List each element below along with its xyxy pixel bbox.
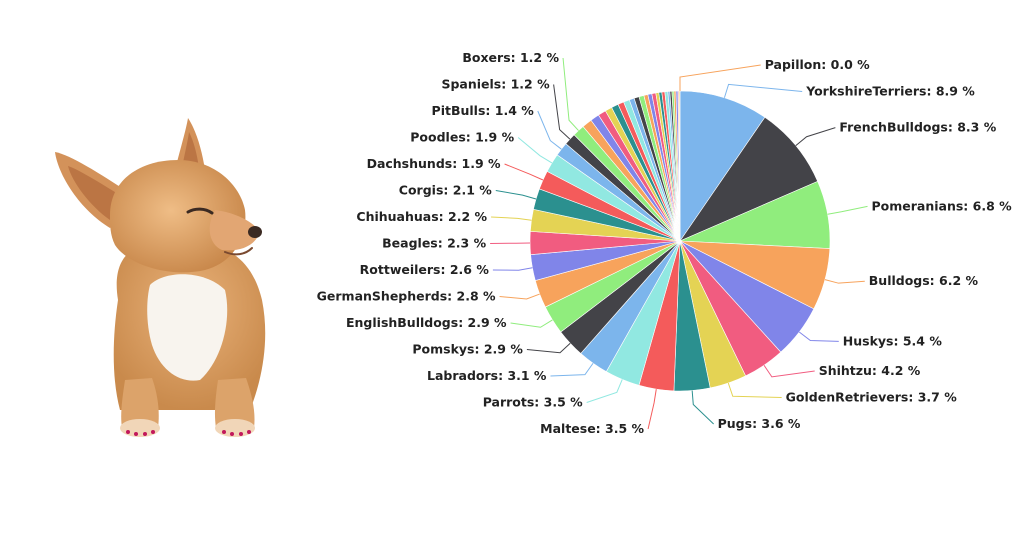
connector-pomskys xyxy=(526,342,571,354)
slice-label-pomskys: Pomskys: 2.9 % xyxy=(412,342,523,357)
slice-label-yorkshire-terriers: YorkshireTerriers: 8.9 % xyxy=(805,84,975,99)
connector-german-shepherds xyxy=(499,293,540,300)
connector-yorkshire-terriers xyxy=(723,83,803,98)
slice-label-parrots: Parrots: 3.5 % xyxy=(483,395,583,410)
connector-boxers xyxy=(562,57,579,131)
connector-golden-retrievers xyxy=(727,382,782,398)
connector-shihtzu xyxy=(763,364,815,378)
slice-label-pit-bulls: PitBulls: 1.4 % xyxy=(432,103,535,118)
connector-chihuahuas xyxy=(491,216,532,221)
slice-label-pugs: Pugs: 3.6 % xyxy=(718,416,801,431)
chihuahua-illustration xyxy=(55,118,266,437)
slice-label-golden-retrievers: GoldenRetrievers: 3.7 % xyxy=(786,390,958,405)
slice-label-corgis: Corgis: 2.1 % xyxy=(399,183,492,198)
connector-pugs xyxy=(691,390,714,425)
connector-french-bulldogs xyxy=(795,127,836,147)
slice-label-rottweilers: Rottweilers: 2.6 % xyxy=(360,262,490,277)
connector-corgis xyxy=(495,190,537,200)
slice-label-beagles: Beagles: 2.3 % xyxy=(382,236,486,251)
connector-spaniels xyxy=(553,84,571,140)
slice-label-labradors: Labradors: 3.1 % xyxy=(427,368,547,383)
slice-label-chihuahuas: Chihuahuas: 2.2 % xyxy=(356,209,487,224)
slice-label-bulldogs: Bulldogs: 6.2 % xyxy=(869,273,979,288)
slice-labels: Papillon: 0.0 % YorkshireTerriers: 8.9 % F… xyxy=(317,50,1012,436)
slice-label-poodles: Poodles: 1.9 % xyxy=(410,130,514,145)
connector-dachshunds xyxy=(504,163,544,181)
pie-slice-french-bulldogs[interactable] xyxy=(679,116,819,242)
connector-english-bulldogs xyxy=(510,319,553,328)
slice-label-dachshunds: Dachshunds: 1.9 % xyxy=(367,156,501,171)
connector-pomeranians xyxy=(827,205,868,215)
connector-bulldogs xyxy=(824,279,865,284)
pie-chart: Papillon: 0.0 % YorkshireTerriers: 8.9 % F… xyxy=(317,50,1012,436)
slice-label-maltese: Maltese: 3.5 % xyxy=(540,421,644,436)
connector-parrots xyxy=(586,379,623,403)
connector-huskys xyxy=(798,331,839,342)
slice-label-english-bulldogs: EnglishBulldogs: 2.9 % xyxy=(346,315,507,330)
connector-poodles xyxy=(517,137,553,164)
pie-slices xyxy=(529,90,831,392)
slice-label-huskys: Huskys: 5.4 % xyxy=(843,333,943,348)
slice-label-pomeranians: Pomeranians: 6.8 % xyxy=(872,198,1013,213)
connector-pit-bulls xyxy=(537,110,562,150)
connector-rottweilers xyxy=(492,267,533,271)
connector-maltese xyxy=(647,389,657,430)
connector-labradors xyxy=(550,362,594,377)
slice-label-german-shepherds: GermanShepherds: 2.8 % xyxy=(317,289,496,304)
slice-label-shihtzu: Shihtzu: 4.2 % xyxy=(819,363,921,378)
slice-label-boxers: Boxers: 1.2 % xyxy=(462,50,559,65)
slice-label-french-bulldogs: FrenchBulldogs: 8.3 % xyxy=(839,120,996,135)
connector-papillon xyxy=(679,64,761,91)
slice-label-spaniels: Spaniels: 1.2 % xyxy=(441,77,550,92)
pie-slice-yorkshire-terriers[interactable] xyxy=(679,90,766,242)
slice-label-papillon: Papillon: 0.0 % xyxy=(765,57,870,72)
